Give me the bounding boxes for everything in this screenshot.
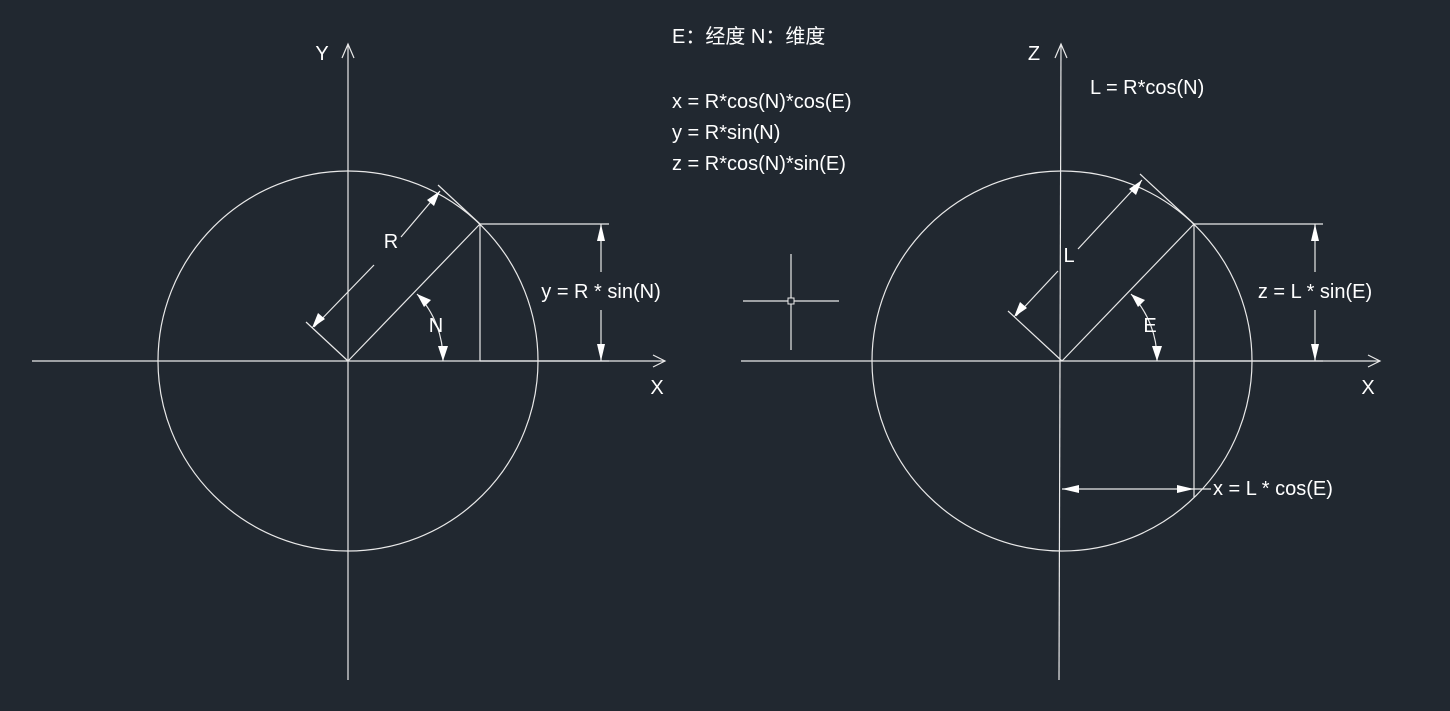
- right-radius-arrow-bottom: [1014, 302, 1027, 317]
- left-radius-dimension-line-a: [313, 264, 375, 328]
- left-radius-arrow-bottom: [312, 313, 325, 328]
- right-width-label: x = L * cos(E): [1213, 478, 1333, 500]
- left-y-axis-label: Y: [315, 43, 328, 65]
- formula-x: x = R*cos(N)*cos(E): [672, 91, 851, 113]
- right-angle-label: E: [1143, 315, 1156, 337]
- right-x-axis-arrowhead: [1367, 354, 1382, 368]
- right-height-arrow-bottom: [1311, 344, 1319, 361]
- right-diagram: L E z = L * sin(E) x = L * cos(E) L = R*…: [741, 42, 1382, 681]
- right-radius-extension-2: [1139, 173, 1195, 225]
- left-angle-arrow-top: [417, 294, 431, 307]
- right-width-arrow-right: [1177, 485, 1194, 493]
- left-angle-label: N: [429, 315, 443, 337]
- left-radius-extension-1: [305, 321, 349, 362]
- right-z-axis-arrowhead: [1054, 42, 1068, 59]
- right-width-arrow-left: [1062, 485, 1079, 493]
- right-radius-arrow-top: [1129, 180, 1142, 195]
- left-radius-line: [347, 223, 481, 362]
- left-height-arrow-bottom: [597, 344, 605, 361]
- left-diagram: R N y = R * sin(N) Y X: [32, 42, 667, 680]
- coordinate-definitions: E：经度 N：维度: [672, 25, 825, 48]
- right-radius-line: [1061, 223, 1195, 362]
- right-x-axis-label: X: [1361, 377, 1374, 399]
- formula-block: E：经度 N：维度 x = R*cos(N)*cos(E) y = R*sin(…: [672, 25, 851, 175]
- left-x-axis-arrowhead: [652, 354, 667, 368]
- formula-z: z = R*cos(N)*sin(E): [672, 153, 846, 175]
- right-angle-arrow-top: [1131, 294, 1145, 307]
- crosshair-pickbox: [787, 297, 795, 305]
- left-radius-arrow-top: [427, 191, 440, 206]
- left-y-axis-arrowhead: [341, 42, 355, 59]
- right-z-axis-label: Z: [1028, 43, 1040, 65]
- right-radius-extension-1: [1007, 310, 1063, 362]
- right-height-label: z = L * sin(E): [1258, 281, 1372, 303]
- right-radius-dimension-line-b: [1077, 179, 1143, 250]
- left-angle-arrow-bottom: [438, 346, 448, 361]
- left-x-axis-label: X: [650, 377, 663, 399]
- right-angle-arrow-bottom: [1152, 346, 1162, 361]
- right-radius-label: L: [1063, 245, 1074, 267]
- left-radius-extension-2: [437, 184, 481, 225]
- left-height-label: y = R * sin(N): [541, 281, 660, 303]
- formula-y: y = R*sin(N): [672, 122, 780, 144]
- right-relation-label: L = R*cos(N): [1090, 77, 1204, 99]
- right-height-arrow-top: [1311, 224, 1319, 241]
- cad-crosshair-cursor: [743, 254, 839, 350]
- right-z-axis: [1058, 43, 1062, 681]
- left-radius-label: R: [384, 231, 398, 253]
- left-height-arrow-top: [597, 224, 605, 241]
